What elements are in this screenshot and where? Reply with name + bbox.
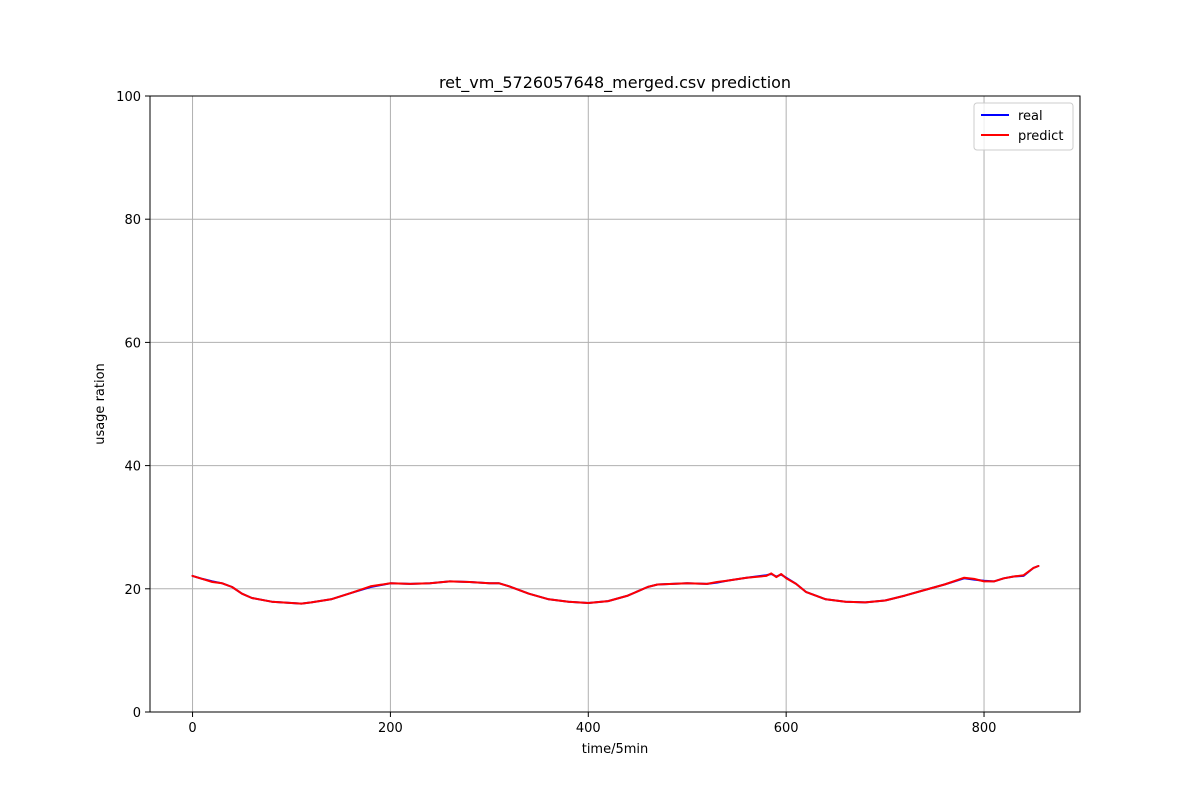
x-tick-label: 200 (378, 721, 403, 736)
x-tick-label: 400 (576, 721, 601, 736)
legend: real predict (973, 102, 1074, 151)
x-axis: 0 200 400 600 800 (188, 712, 996, 736)
y-tick-label: 40 (124, 460, 141, 475)
plot-frame (149, 95, 1081, 713)
y-tick-label: 0 (133, 706, 141, 721)
x-tick-label: 0 (188, 721, 196, 736)
legend-label-predict: predict (1018, 129, 1063, 144)
y-tick-label: 100 (116, 90, 141, 105)
series-line-predict (191, 565, 1040, 605)
x-tick-label: 800 (972, 721, 997, 736)
series-layer (191, 565, 1040, 605)
legend-label-real: real (1018, 109, 1043, 124)
x-tick-label: 600 (774, 721, 799, 736)
x-axis-label: time/5min (582, 742, 649, 757)
y-tick-label: 60 (124, 336, 141, 351)
y-axis: 0 20 40 60 80 100 (116, 90, 150, 721)
chart-title: ret_vm_5726057648_merged.csv prediction (439, 73, 791, 93)
y-tick-label: 20 (124, 583, 141, 598)
y-tick-label: 80 (124, 213, 141, 228)
y-axis-label: usage ration (93, 363, 108, 445)
